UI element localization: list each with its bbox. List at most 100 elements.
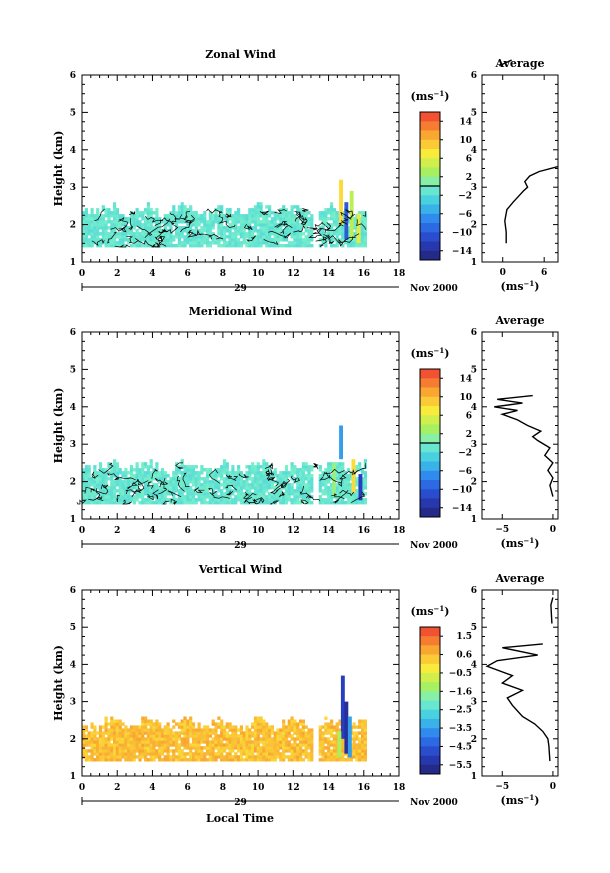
heatmap-cell — [352, 722, 356, 726]
contour-path — [175, 462, 184, 469]
contour-path — [249, 499, 258, 505]
heatmap-cell — [273, 226, 277, 230]
x-tick-label: 0 — [79, 526, 85, 536]
heatmap-cell — [138, 755, 142, 759]
contour-path — [197, 229, 212, 240]
heatmap-cell — [242, 480, 246, 484]
heatmap-cell — [327, 471, 331, 475]
heatmap-cell — [248, 468, 252, 472]
heatmap-cell — [197, 220, 201, 224]
heatmap-cell — [293, 205, 297, 209]
heatmap-cell — [163, 223, 167, 227]
heatmap-cell — [129, 746, 134, 750]
heatmap-cell — [318, 226, 322, 230]
heatmap-cell — [287, 734, 291, 738]
contour-path — [313, 463, 319, 470]
heatmap-cell — [191, 731, 196, 735]
heatmap-cell — [259, 719, 263, 723]
heatmap-cell — [321, 758, 325, 762]
heatmap-cell — [155, 492, 159, 496]
heatmap-cell — [124, 474, 128, 478]
heatmap-cell — [180, 722, 184, 726]
heatmap-cell — [144, 465, 148, 469]
heatmap-cell — [301, 722, 305, 726]
heatmap-cell — [93, 737, 97, 741]
heatmap-cell — [206, 734, 210, 738]
heatmap-cell — [239, 214, 243, 218]
heatmap-cell — [96, 238, 100, 242]
heatmap-cell — [113, 238, 117, 242]
heatmap-cell — [296, 232, 300, 236]
heatmap-cell — [256, 752, 260, 756]
heatmap-cell — [169, 758, 173, 762]
heatmap-cell — [84, 734, 88, 738]
heatmap-cell — [253, 737, 258, 741]
heatmap-cell — [113, 241, 117, 245]
heatmap-cell — [211, 480, 215, 484]
heatmap-cell — [208, 755, 212, 759]
heatmap-cell — [189, 480, 193, 484]
heatmap-cell — [349, 758, 353, 762]
heatmap-cell — [299, 737, 303, 741]
heatmap-cell — [96, 755, 100, 759]
heatmap-cell — [166, 483, 170, 487]
heatmap-cell — [352, 737, 356, 741]
heatmap-cell — [110, 737, 114, 741]
heatmap-cell — [177, 226, 181, 230]
heatmap-cell — [175, 232, 179, 236]
heatmap-cell — [268, 495, 272, 499]
heatmap-cell — [144, 501, 148, 505]
heatmap-cell — [220, 498, 224, 502]
heatmap-cell — [113, 495, 117, 499]
heatmap-cell — [101, 238, 105, 242]
heatmap-cell — [268, 220, 272, 224]
heatmap-cell — [98, 728, 103, 732]
heatmap-cell — [98, 217, 103, 221]
heatmap-cell — [90, 241, 94, 245]
heatmap-cell — [211, 728, 215, 732]
average-units: (ms−1) — [500, 793, 539, 808]
heatmap-cell — [352, 241, 356, 245]
heatmap-cell — [90, 731, 94, 735]
convective-cell — [337, 731, 342, 758]
heatmap-cell — [177, 468, 181, 472]
heatmap-cell — [327, 474, 331, 478]
heatmap-cell — [186, 232, 190, 236]
heatmap-cell — [338, 226, 342, 230]
colorbar-tick-label: 14 — [459, 374, 472, 384]
heatmap-cell — [107, 208, 111, 212]
heatmap-cell — [118, 232, 122, 236]
heatmap-cell — [282, 205, 286, 209]
heatmap-cell — [113, 725, 117, 729]
heatmap-cell — [146, 743, 150, 747]
heatmap-cell — [166, 498, 170, 502]
heatmap-cell — [234, 495, 238, 499]
heatmap-cell — [332, 734, 336, 738]
heatmap-cell — [228, 474, 232, 478]
heatmap-cell — [214, 734, 218, 738]
heatmap-cell — [194, 483, 198, 487]
heatmap-cell — [296, 752, 300, 756]
heatmap-cell — [197, 471, 201, 475]
heatmap-cell — [248, 217, 252, 221]
contour-path — [225, 213, 232, 219]
heatmap-cell — [203, 223, 207, 227]
heatmap-cell — [262, 740, 266, 744]
heatmap-cell — [284, 737, 289, 741]
heatmap-cell — [197, 728, 201, 732]
average-x-tick-label: 0 — [500, 268, 506, 278]
heatmap-cell — [82, 728, 86, 732]
contour-path — [209, 492, 230, 499]
heatmap-cell — [253, 211, 258, 215]
x-tick-label: 10 — [252, 269, 265, 279]
heatmap-cell — [310, 465, 314, 469]
heatmap-cell — [110, 495, 114, 499]
heatmap-cell — [259, 758, 263, 762]
heatmap-cell — [118, 498, 122, 502]
heatmap-cell — [172, 235, 176, 239]
contour-path — [282, 478, 291, 488]
heatmap-cell — [363, 743, 367, 747]
heatmap-cell — [93, 483, 97, 487]
heatmap-cell — [307, 758, 311, 762]
heatmap-cell — [186, 229, 190, 233]
